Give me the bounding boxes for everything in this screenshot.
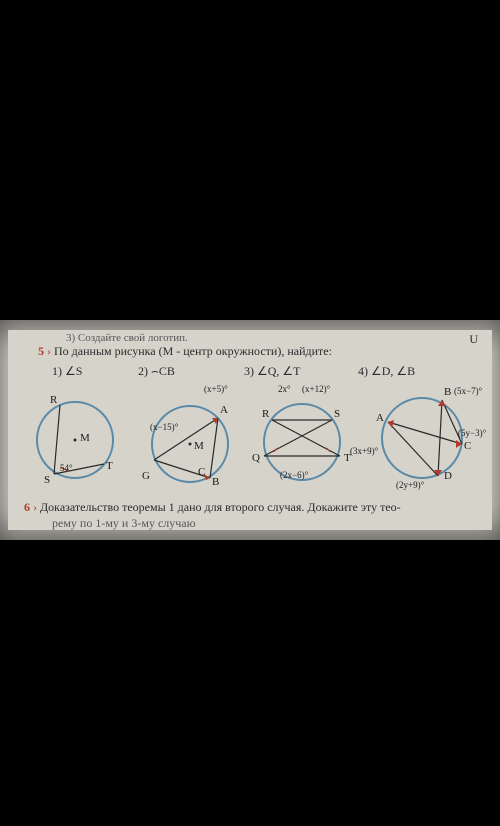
subtask-4: 4) ∠D, ∠B — [358, 364, 415, 379]
expr-2y9: (2y+9)° — [396, 480, 424, 490]
expr-5x7: (5x−7)° — [454, 386, 482, 396]
problem-6-text: Доказательство теоремы 1 дано для второг… — [40, 500, 401, 514]
label-q: Q — [252, 452, 260, 464]
problem-6-line: 6 › Доказательство теоремы 1 дано для вт… — [24, 500, 401, 515]
angle-bracket-icon-2: › — [33, 500, 37, 514]
problem-5-line: 5 › По данным рисунка (М - центр окружно… — [38, 344, 332, 359]
problem-5-number: 5 — [38, 344, 44, 358]
expr-x15: (x−15)° — [150, 422, 178, 432]
label-m: M — [80, 432, 90, 444]
expr-x12: (x+12)° — [302, 384, 330, 394]
figures-row: R M S T 54° (x+5)° A (x−15) — [12, 378, 488, 498]
letter-u: U — [469, 332, 478, 347]
label-s: S — [44, 474, 50, 486]
label-b4: B — [444, 386, 451, 398]
angle-bracket-icon: › — [47, 344, 51, 358]
photo-region: 3) Создайте свой логотип. U 5 › По данны… — [0, 320, 500, 540]
label-r3: R — [262, 408, 269, 420]
expr-3x9: (3x+9)° — [350, 446, 378, 456]
subtask-1: 1) ∠S — [52, 364, 82, 379]
expr-5y3: (5y−3)° — [458, 428, 486, 438]
expr-2x: 2x° — [278, 384, 291, 394]
circle-diagram-1 — [20, 378, 138, 498]
label-s3: S — [334, 408, 340, 420]
label-m2: M — [194, 440, 204, 452]
figure-4: B (5x−7)° A (5y−3)° C (3x+9)° D (2y+9)° — [356, 378, 492, 498]
problem-6-number: 6 — [24, 500, 30, 514]
label-t: T — [106, 460, 113, 472]
label-c4: C — [464, 440, 471, 452]
label-g: G — [142, 470, 150, 482]
problem-5-text: По данным рисунка (М - центр окружности)… — [54, 344, 332, 358]
problem-6-cut: рему по 1-му и 3-му случаю — [52, 516, 196, 531]
figure-2: (x+5)° A (x−15)° M G B C — [132, 378, 250, 498]
label-d4: D — [444, 470, 452, 482]
expr-x5: (x+5)° — [204, 384, 228, 394]
subtask-3: 3) ∠Q, ∠T — [244, 364, 301, 379]
circle-diagram-3 — [244, 378, 362, 498]
label-b2: B — [212, 476, 219, 488]
expr-2x6: (2x−6)° — [280, 470, 308, 480]
cutoff-prev-line: 3) Создайте свой логотип. — [66, 332, 188, 344]
label-a4: A — [376, 412, 384, 424]
angle-54: 54° — [60, 463, 73, 473]
figure-1: R M S T 54° — [20, 378, 138, 498]
label-c2: C — [198, 466, 205, 478]
textbook-page: 3) Создайте свой логотип. U 5 › По данны… — [8, 330, 492, 530]
figure-3: 2x° (x+12)° R S Q T (2x−6)° — [244, 378, 362, 498]
label-r: R — [50, 394, 57, 406]
subtask-2: 2) ⌢CB — [138, 364, 175, 379]
label-a: A — [220, 404, 228, 416]
